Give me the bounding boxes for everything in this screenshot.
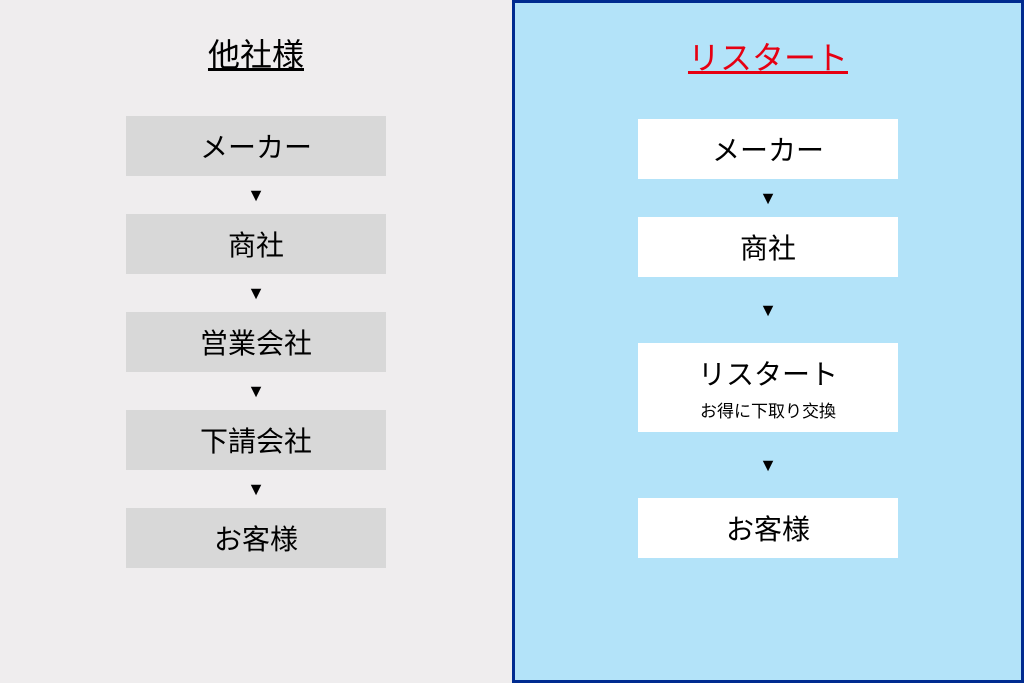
down-arrow-icon: ▼ (247, 186, 265, 204)
down-arrow-icon: ▼ (247, 284, 265, 302)
flow-box-label: メーカー (712, 129, 824, 169)
right-heading: リスタート (688, 33, 848, 79)
down-arrow-icon: ▼ (247, 382, 265, 400)
left-panel-other-companies: 他社様 メーカー ▼ 商社 ▼ 営業会社 ▼ 下請会社 ▼ お客様 (0, 0, 512, 683)
flow-box-right-2: リスタート お得に下取り交換 (638, 343, 898, 432)
down-arrow-icon: ▼ (759, 456, 777, 474)
flow-box-right-1: 商社 (638, 217, 898, 277)
down-arrow-icon: ▼ (759, 301, 777, 319)
flow-box-left-0: メーカー (126, 116, 386, 176)
down-arrow-icon: ▼ (247, 480, 265, 498)
flow-box-label: 商社 (740, 227, 796, 267)
flow-box-left-1: 商社 (126, 214, 386, 274)
flow-box-right-3: お客様 (638, 498, 898, 558)
left-heading: 他社様 (208, 30, 304, 76)
flow-box-left-2: 営業会社 (126, 312, 386, 372)
flow-box-label: リスタート (698, 353, 838, 393)
flow-box-subtext: お得に下取り交換 (700, 397, 836, 422)
flow-box-left-4: お客様 (126, 508, 386, 568)
down-arrow-icon: ▼ (759, 189, 777, 207)
flow-box-label: お客様 (726, 508, 810, 548)
right-panel-restart: リスタート メーカー ▼ 商社 ▼ リスタート お得に下取り交換 ▼ お客様 (512, 0, 1024, 683)
flow-box-left-3: 下請会社 (126, 410, 386, 470)
comparison-diagram: 他社様 メーカー ▼ 商社 ▼ 営業会社 ▼ 下請会社 ▼ お客様 リスタート … (0, 0, 1024, 683)
flow-box-right-0: メーカー (638, 119, 898, 179)
